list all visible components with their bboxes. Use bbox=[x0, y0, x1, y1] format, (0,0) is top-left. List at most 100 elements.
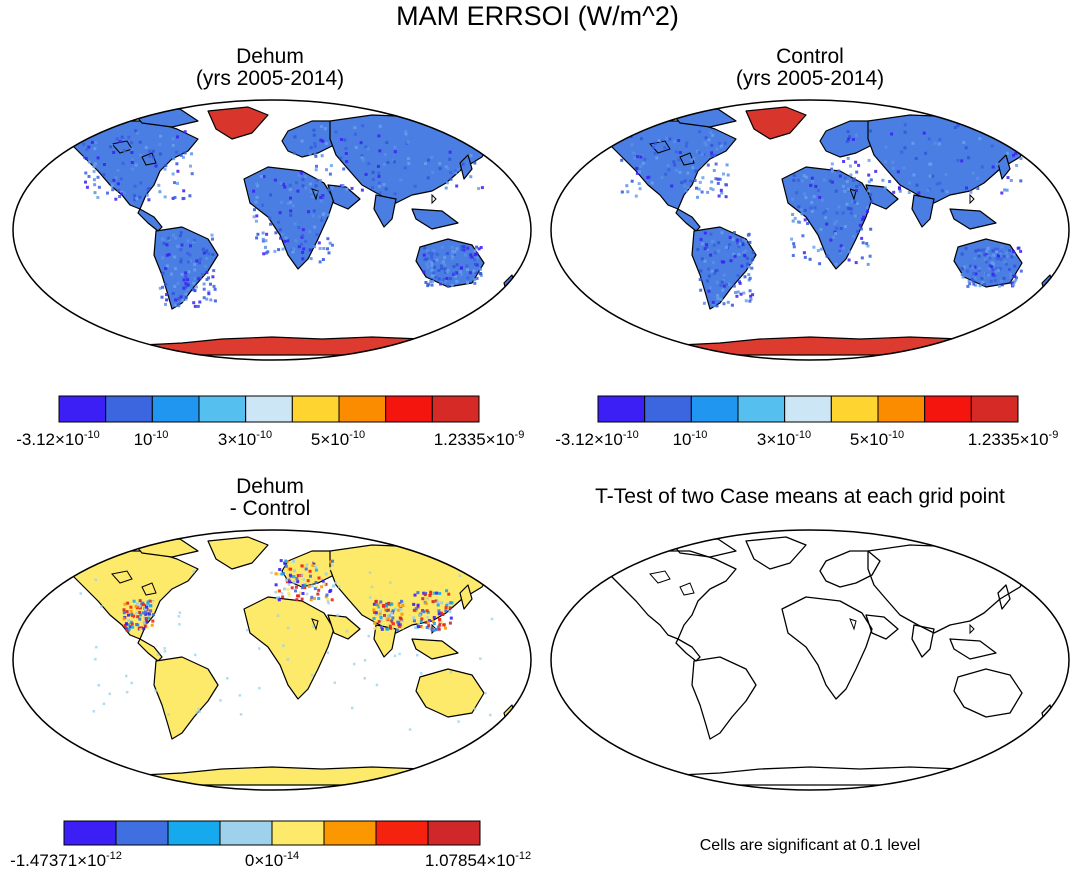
control-title-line1: Control bbox=[776, 45, 844, 68]
colorbar-swatch bbox=[970, 395, 1019, 423]
control-colorbar bbox=[597, 395, 1019, 423]
landmass-india bbox=[911, 624, 935, 658]
control-map bbox=[550, 99, 1070, 361]
colorbar-swatch bbox=[427, 820, 481, 846]
diff-tick-label: -1.47371×10-12 bbox=[10, 850, 122, 871]
colorbar-swatch bbox=[597, 395, 646, 423]
map-frame bbox=[12, 99, 532, 361]
dehum-tick-label: 5×10-10 bbox=[310, 429, 366, 450]
coast-outline bbox=[311, 188, 319, 201]
landmass-australia bbox=[953, 668, 1023, 718]
colorbar-swatch bbox=[877, 395, 926, 423]
coast-outline bbox=[849, 188, 857, 201]
colorbar-swatch bbox=[63, 820, 117, 846]
map-frame bbox=[12, 529, 532, 791]
coast-outline bbox=[679, 582, 695, 596]
dehum-tick-label: 1.2335×10-9 bbox=[433, 429, 525, 450]
colorbar-swatch bbox=[115, 820, 169, 846]
colorbar-swatch bbox=[323, 820, 377, 846]
landmass-europe bbox=[281, 120, 343, 158]
coast-outline bbox=[141, 582, 157, 596]
colorbar-swatch bbox=[375, 820, 429, 846]
diff-colorbar bbox=[63, 820, 481, 846]
dehum-title: Dehum (yrs 2005-2014) bbox=[100, 46, 440, 90]
landmass-japan bbox=[459, 584, 473, 610]
dehum-title-line1: Dehum bbox=[236, 45, 304, 68]
colorbar-swatch bbox=[291, 395, 340, 423]
landmass-greenland bbox=[745, 536, 807, 570]
coast-outline bbox=[141, 152, 157, 166]
control-tick-label: 1.2335×10-9 bbox=[967, 429, 1059, 450]
dehum-tick-label: -3.12×10-10 bbox=[16, 429, 100, 450]
control-tick-label: -3.12×10-10 bbox=[555, 429, 639, 450]
coast-outline bbox=[679, 152, 695, 166]
diff-title-line1: Dehum bbox=[236, 475, 304, 498]
landmass-south-america bbox=[153, 656, 219, 740]
landmass-japan bbox=[997, 584, 1011, 610]
significance-note: Cells are significant at 0.1 level bbox=[699, 837, 921, 854]
colorbar-swatch bbox=[167, 820, 221, 846]
coast-outline bbox=[111, 570, 133, 584]
main-title: MAM ERRSOI (W/m^2) bbox=[396, 1, 679, 31]
dehum-tick-label: 10-10 bbox=[133, 429, 169, 450]
dehum-tick-label: 3×10-10 bbox=[217, 429, 273, 450]
coast-outline bbox=[431, 193, 437, 205]
coast-outline bbox=[311, 618, 319, 631]
colorbar-swatch bbox=[385, 395, 433, 423]
landmass-greenland bbox=[207, 536, 269, 570]
colorbar-swatch bbox=[784, 395, 832, 423]
colorbar-swatch bbox=[830, 395, 879, 423]
ttest-title: T-Test of two Case means at each grid po… bbox=[595, 485, 1005, 508]
diff-map bbox=[12, 529, 532, 791]
colorbar-swatch bbox=[690, 395, 739, 423]
coast-outline bbox=[849, 618, 857, 631]
colorbar-swatch bbox=[924, 395, 972, 423]
diff-title: Dehum - Control bbox=[100, 476, 440, 520]
colorbar-swatch bbox=[219, 820, 273, 846]
landmass-greenland bbox=[207, 106, 269, 140]
map-frame bbox=[550, 99, 1070, 361]
landmass-australia bbox=[415, 668, 485, 718]
landmass-europe bbox=[819, 550, 881, 588]
diff-tick-label: 1.07854×10-12 bbox=[424, 850, 532, 871]
colorbar-swatch bbox=[58, 395, 107, 423]
map-frame bbox=[550, 529, 1070, 791]
coast-outline bbox=[969, 193, 975, 205]
coast-outline bbox=[969, 623, 975, 635]
landmass-japan bbox=[459, 154, 473, 180]
colorbar-swatch bbox=[151, 395, 200, 423]
landmass-india bbox=[373, 194, 397, 228]
grid-cell-texture bbox=[79, 559, 494, 731]
colorbar-swatch bbox=[198, 395, 247, 423]
colorbar-swatch bbox=[644, 395, 692, 423]
landmass-south-america bbox=[691, 656, 757, 740]
landmass-arabia bbox=[865, 614, 899, 640]
colorbar-swatch bbox=[431, 395, 480, 423]
dehum-title-line2: (yrs 2005-2014) bbox=[195, 67, 345, 90]
landmass-africa bbox=[781, 596, 873, 700]
landmass-southeast-asia bbox=[949, 638, 997, 660]
control-tick-label: 5×10-10 bbox=[849, 429, 905, 450]
landmass-south-america bbox=[153, 226, 219, 310]
landmass-greenland bbox=[745, 106, 807, 140]
colorbar-swatch bbox=[338, 395, 387, 423]
landmass-arabia bbox=[327, 614, 361, 640]
landmass-india bbox=[911, 194, 935, 228]
coast-outline bbox=[649, 570, 671, 584]
control-tick-label: 3×10-10 bbox=[756, 429, 812, 450]
diff-title-line2: - Control bbox=[229, 497, 311, 520]
ocean-background bbox=[551, 530, 1069, 790]
dehum-map bbox=[12, 99, 532, 361]
colorbar-swatch bbox=[271, 820, 325, 846]
landmass-africa bbox=[243, 596, 335, 700]
ttest-map bbox=[550, 529, 1070, 791]
dehum-colorbar bbox=[58, 395, 480, 423]
control-tick-label: 10-10 bbox=[672, 429, 708, 450]
landmass-japan bbox=[997, 154, 1011, 180]
landmass-southeast-asia bbox=[949, 208, 997, 230]
landmass-southeast-asia bbox=[411, 638, 459, 660]
control-title-line2: (yrs 2005-2014) bbox=[735, 67, 885, 90]
control-title: Control (yrs 2005-2014) bbox=[640, 46, 980, 90]
colorbar-swatch bbox=[737, 395, 786, 423]
landmass-southeast-asia bbox=[411, 208, 459, 230]
